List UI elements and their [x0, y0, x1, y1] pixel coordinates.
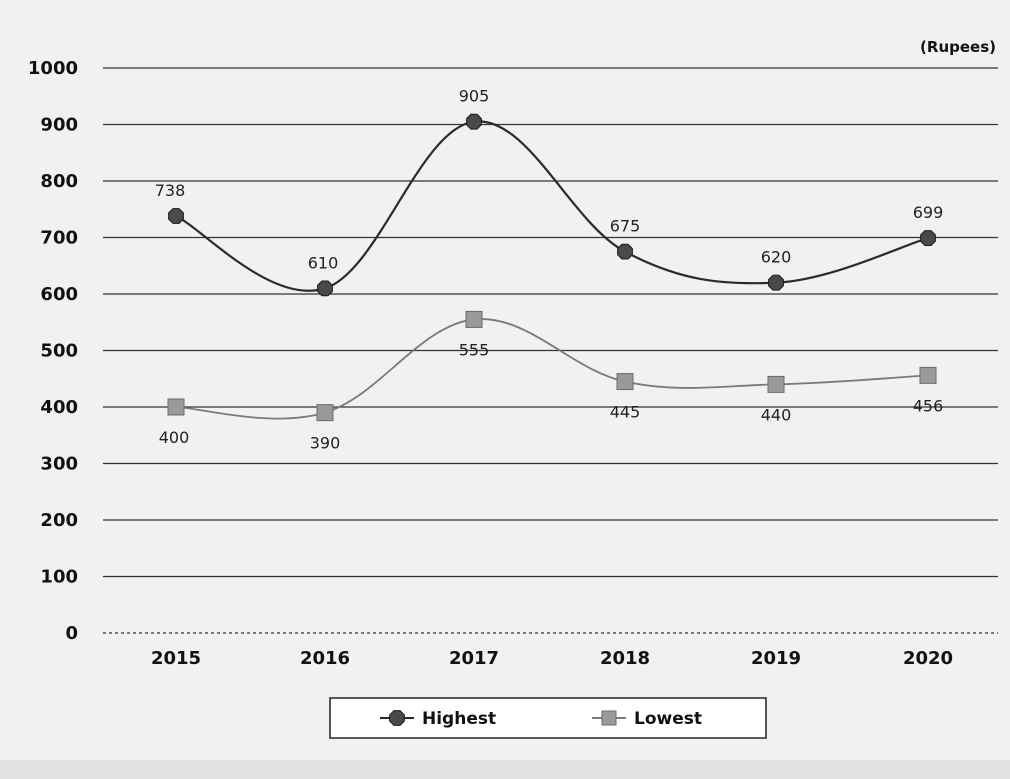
data-label-highest-2016: 610	[308, 253, 339, 272]
y-axis-ticks: 0 100 200 300 400 500 600 700 800 900 1000	[28, 58, 78, 644]
point-lowest-2020	[919, 366, 937, 384]
y-tick-label-700: 700	[40, 228, 78, 249]
point-highest-2018	[617, 243, 633, 260]
y-tick-label-400: 400	[40, 397, 78, 418]
series-line-lowest	[175, 318, 929, 420]
x-tick-label-2015: 2015	[151, 648, 201, 669]
point-lowest-2015	[167, 398, 185, 416]
y-tick-label-1000: 1000	[28, 58, 78, 79]
data-label-lowest-2015: 400	[159, 428, 190, 447]
data-label-lowest-2019: 440	[761, 405, 792, 424]
x-axis-ticks: 2015 2016 2017 2018 2019 2020	[151, 648, 953, 669]
unit-label: (Rupees)	[920, 38, 996, 56]
data-label-lowest-2020: 456	[913, 396, 944, 415]
data-label-highest-2015: 738	[155, 181, 186, 200]
y-tick-label-800: 800	[40, 171, 78, 192]
legend-item-lowest: Lowest	[592, 709, 702, 729]
data-label-highest-2018: 675	[610, 217, 641, 236]
bottom-band	[0, 760, 1010, 779]
point-highest-2017	[466, 113, 482, 130]
data-label-lowest-2016: 390	[310, 434, 341, 453]
y-tick-label-900: 900	[40, 115, 78, 136]
legend-label-lowest: Lowest	[634, 709, 702, 729]
y-tick-label-500: 500	[40, 341, 78, 362]
y-tick-label-600: 600	[40, 284, 78, 305]
y-tick-label-200: 200	[40, 510, 78, 531]
legend-label-highest: Highest	[422, 709, 496, 729]
point-highest-2020	[920, 230, 936, 246]
x-tick-label-2016: 2016	[300, 648, 350, 669]
series-layer	[167, 113, 937, 422]
data-label-highest-2019: 620	[761, 248, 792, 267]
x-tick-label-2020: 2020	[903, 648, 953, 669]
x-tick-label-2017: 2017	[449, 648, 499, 669]
point-lowest-2016	[316, 404, 334, 422]
legend-item-highest: Highest	[380, 709, 496, 729]
legend: Highest Lowest	[329, 697, 767, 739]
data-label-highest-2020: 699	[913, 203, 944, 222]
y-tick-label-100: 100	[40, 567, 78, 588]
point-lowest-2018	[616, 373, 634, 391]
x-tick-label-2019: 2019	[751, 648, 801, 669]
x-tick-label-2018: 2018	[600, 648, 650, 669]
legend-marker-lowest-icon	[601, 710, 617, 726]
data-labels: 738 610 905 675 620 699 400 390 555 445 440 456	[155, 87, 944, 453]
data-label-lowest-2018: 445	[610, 403, 641, 422]
point-highest-2019	[768, 274, 784, 291]
point-highest-2015	[168, 208, 184, 224]
point-lowest-2017	[465, 310, 483, 328]
y-tick-label-0: 0	[65, 623, 78, 644]
point-highest-2016	[317, 280, 333, 297]
legend-marker-highest-icon	[389, 710, 405, 726]
point-lowest-2019	[767, 375, 785, 393]
gridlines	[103, 67, 998, 634]
y-tick-label-300: 300	[40, 454, 78, 475]
data-label-lowest-2017: 555	[459, 340, 490, 359]
data-label-highest-2017: 905	[459, 87, 490, 106]
